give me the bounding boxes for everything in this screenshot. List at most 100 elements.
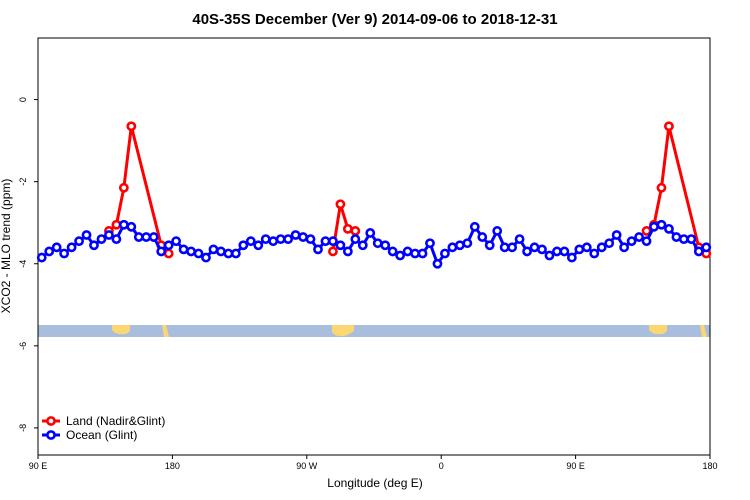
data-point — [216, 246, 226, 257]
data-point — [178, 244, 189, 255]
data-point — [59, 248, 70, 259]
data-point — [611, 230, 622, 240]
data-point — [260, 234, 271, 245]
data-point — [118, 219, 129, 230]
data-point — [432, 258, 443, 269]
data-point — [529, 242, 540, 253]
data-point — [230, 248, 241, 259]
data-point — [328, 236, 338, 247]
x-tick-label: 90 E — [29, 461, 48, 471]
data-point — [425, 238, 435, 249]
data-point — [417, 248, 428, 259]
data-point — [104, 230, 114, 240]
legend-marker — [46, 416, 56, 426]
data-point — [492, 226, 503, 236]
data-point — [66, 242, 77, 253]
data-point — [387, 246, 398, 257]
data-point — [693, 246, 704, 257]
data-point — [156, 246, 167, 257]
data-point — [440, 248, 450, 259]
data-point — [44, 246, 55, 257]
data-point — [111, 219, 122, 230]
data-point — [678, 234, 689, 245]
data-point — [320, 236, 331, 247]
data-point — [245, 236, 256, 247]
data-point — [126, 121, 137, 132]
chart-title: 40S-35S December (Ver 9) 2014-09-06 to 2… — [192, 11, 557, 28]
data-point — [133, 232, 144, 242]
y-axis-label: XCO2 - MLO trend (ppm) — [0, 179, 13, 314]
data-point — [656, 219, 667, 230]
data-point — [283, 234, 294, 245]
data-point — [96, 234, 107, 245]
data-point — [454, 240, 465, 251]
data-point — [462, 238, 473, 249]
data-point — [402, 246, 413, 257]
data-point — [499, 242, 510, 253]
data-point — [589, 248, 600, 259]
x-axis-label: Longitude (deg E) — [327, 476, 422, 490]
y-tick-label: -8 — [18, 424, 28, 432]
data-point — [664, 223, 674, 234]
data-point — [148, 232, 159, 242]
data-point — [507, 242, 518, 253]
y-tick-label: -4 — [18, 260, 28, 268]
data-point — [619, 242, 630, 253]
data-point — [81, 230, 92, 240]
data-point — [477, 232, 488, 242]
data-point — [335, 199, 346, 210]
x-tick-label: 90 W — [296, 461, 318, 471]
data-point — [238, 240, 249, 251]
data-point — [701, 242, 712, 253]
data-point — [566, 252, 577, 263]
data-point — [51, 242, 62, 253]
data-point — [350, 234, 361, 245]
data-point — [656, 182, 667, 193]
data-point — [357, 240, 368, 251]
data-point — [372, 238, 383, 249]
data-point — [275, 234, 286, 245]
data-point — [118, 182, 129, 193]
data-point — [514, 234, 525, 245]
data-point — [342, 223, 353, 234]
data-point — [186, 246, 196, 257]
data-point — [253, 240, 264, 251]
data-point — [395, 250, 406, 261]
data-point — [365, 228, 376, 238]
data-point — [141, 232, 152, 242]
data-point — [469, 221, 480, 232]
data-point — [290, 230, 301, 240]
data-point — [163, 240, 174, 251]
data-point — [335, 240, 346, 251]
data-point — [89, 240, 99, 251]
data-point — [522, 246, 532, 257]
land-map-strip — [38, 325, 710, 337]
data-point — [171, 236, 182, 247]
data-point — [201, 252, 211, 263]
x-tick-label: 0 — [439, 461, 444, 471]
y-tick-label: -6 — [18, 342, 28, 350]
x-tick-label: 180 — [165, 461, 180, 471]
data-point — [298, 232, 308, 242]
data-point — [581, 242, 592, 253]
data-point — [641, 236, 652, 247]
data-point — [111, 234, 122, 245]
data-point — [596, 242, 607, 253]
data-point — [268, 236, 279, 247]
data-point — [641, 226, 652, 236]
data-point — [126, 221, 137, 232]
data-point — [380, 240, 391, 251]
data-point — [36, 252, 47, 263]
data-point — [544, 250, 555, 261]
data-point — [686, 234, 697, 245]
data-point — [671, 232, 682, 242]
data-point — [649, 221, 659, 232]
data-point — [604, 238, 615, 249]
data-point — [537, 244, 547, 255]
data-point — [350, 226, 361, 236]
legend-label: Ocean (Glint) — [66, 428, 137, 442]
data-point — [193, 248, 204, 259]
y-tick-label: 0 — [18, 97, 28, 102]
data-point — [559, 246, 570, 257]
